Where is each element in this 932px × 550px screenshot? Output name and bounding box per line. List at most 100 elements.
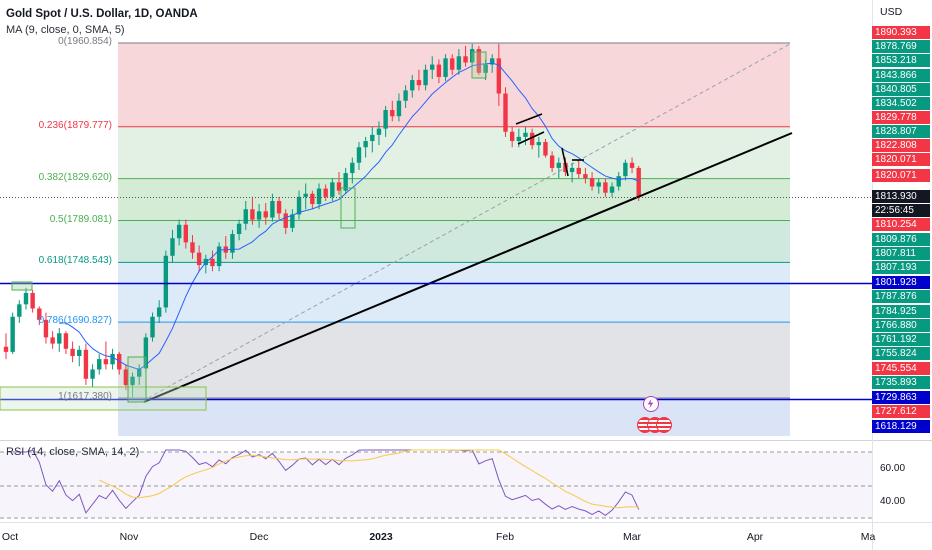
candle bbox=[596, 178, 601, 194]
candle bbox=[556, 157, 561, 179]
upper-trendline-dashed[interactable] bbox=[147, 43, 791, 399]
candle bbox=[636, 165, 641, 201]
highlight-box-nov[interactable] bbox=[127, 356, 147, 403]
price-tag[interactable]: 1766.880 bbox=[872, 319, 930, 332]
price-tag[interactable]: 1807.193 bbox=[872, 261, 930, 274]
candle bbox=[150, 312, 155, 342]
candle bbox=[623, 159, 628, 181]
candle bbox=[403, 85, 408, 108]
price-tag[interactable]: 1729.863 bbox=[872, 391, 930, 404]
fib-band bbox=[118, 126, 790, 179]
candle bbox=[37, 306, 42, 326]
candle bbox=[310, 190, 315, 210]
candle bbox=[416, 69, 422, 91]
price-tag[interactable]: 1761.192 bbox=[872, 333, 930, 346]
candle bbox=[97, 353, 102, 375]
lightning-icon[interactable] bbox=[643, 396, 659, 412]
candle bbox=[43, 312, 49, 344]
chart-title[interactable]: Gold Spot / U.S. Dollar, 1D, OANDA bbox=[6, 8, 198, 20]
flag-pattern-mid-feb[interactable] bbox=[561, 147, 584, 177]
highlight-box-dec[interactable] bbox=[340, 187, 356, 229]
candle bbox=[423, 64, 428, 91]
price-tag[interactable]: 1829.778 bbox=[872, 111, 930, 124]
candle bbox=[430, 56, 435, 80]
candle bbox=[236, 219, 242, 241]
price-tag[interactable]: 1853.218 bbox=[872, 54, 930, 67]
candle bbox=[117, 351, 122, 375]
price-tag[interactable]: 1813.930 bbox=[872, 190, 930, 203]
fib-band bbox=[118, 43, 790, 127]
candle bbox=[283, 209, 288, 235]
candle bbox=[443, 54, 448, 82]
candle bbox=[263, 203, 268, 225]
candle bbox=[370, 126, 375, 153]
candle bbox=[296, 190, 302, 220]
price-tag[interactable]: 1755.824 bbox=[872, 347, 930, 360]
candle bbox=[270, 193, 275, 222]
candle bbox=[216, 242, 222, 272]
candle bbox=[17, 300, 22, 323]
rsi-pane bbox=[0, 449, 872, 519]
fib-level-label: 0.236(1879.777) bbox=[38, 119, 112, 131]
candle bbox=[476, 45, 482, 75]
fib-band bbox=[118, 398, 790, 436]
candle bbox=[70, 341, 75, 363]
price-tag[interactable]: 1820.071 bbox=[872, 169, 930, 182]
support-trendline[interactable] bbox=[143, 132, 793, 403]
price-tag[interactable]: 1801.928 bbox=[872, 276, 930, 289]
candle bbox=[450, 54, 455, 75]
price-tag[interactable]: 1878.769 bbox=[872, 40, 930, 53]
candle bbox=[230, 229, 235, 259]
highlight-box-oct[interactable] bbox=[11, 281, 33, 291]
price-tag[interactable]: 1840.805 bbox=[872, 83, 930, 96]
price-tag[interactable]: 1822.808 bbox=[872, 139, 930, 152]
flag-pattern-feb[interactable] bbox=[515, 113, 545, 145]
candle bbox=[210, 250, 215, 272]
price-tag[interactable]: 1618.129 bbox=[872, 420, 930, 433]
candle bbox=[503, 87, 508, 137]
ma-indicator-label[interactable]: MA (9, close, 0, SMA, 5) bbox=[6, 24, 125, 36]
price-tag[interactable]: 1810.254 bbox=[872, 218, 930, 231]
price-tag[interactable]: 1834.502 bbox=[872, 97, 930, 110]
candle bbox=[50, 331, 55, 349]
candle bbox=[549, 151, 555, 173]
us-flag-icon[interactable] bbox=[656, 417, 672, 433]
candle bbox=[183, 219, 189, 249]
time-axis-label: Feb bbox=[495, 531, 515, 543]
time-axis-label: Apr bbox=[746, 531, 764, 543]
fib-level-label: 1(1617.380) bbox=[58, 391, 112, 402]
candle bbox=[303, 183, 308, 210]
fib-level-label: 0(1960.854) bbox=[58, 36, 112, 47]
price-tag[interactable]: 1890.393 bbox=[872, 26, 930, 39]
candle bbox=[23, 287, 29, 310]
candle bbox=[390, 100, 395, 122]
price-tag[interactable]: 1727.612 bbox=[872, 405, 930, 418]
candle bbox=[130, 372, 135, 398]
price-tag[interactable]: 1843.866 bbox=[872, 69, 930, 82]
candle bbox=[529, 128, 535, 150]
price-tag[interactable]: 1745.554 bbox=[872, 362, 930, 375]
currency-label[interactable]: USD bbox=[880, 6, 903, 18]
price-tag[interactable]: 1809.876 bbox=[872, 233, 930, 246]
candle bbox=[123, 364, 129, 391]
price-tag[interactable]: 1828.807 bbox=[872, 125, 930, 138]
highlight-box-jan[interactable] bbox=[471, 51, 487, 79]
fib-level-label: 0.786(1690.827) bbox=[38, 315, 112, 327]
price-tag[interactable]: 1787.876 bbox=[872, 290, 930, 303]
candle bbox=[30, 289, 35, 313]
fib-band bbox=[118, 220, 790, 263]
candle bbox=[629, 157, 635, 174]
price-tag[interactable]: 22:56:45 bbox=[872, 204, 930, 217]
candle bbox=[543, 138, 548, 158]
price-tag[interactable]: 1820.071 bbox=[872, 153, 930, 166]
fib-band bbox=[118, 178, 790, 221]
price-tag[interactable]: 1807.811 bbox=[872, 247, 930, 260]
time-axis-label: Oct bbox=[1, 531, 19, 543]
rsi-indicator-label[interactable]: RSI (14, close, SMA, 14, 2) bbox=[6, 446, 140, 458]
candle bbox=[3, 333, 9, 360]
fib-level-label: 0.618(1748.543) bbox=[38, 255, 112, 267]
price-tag[interactable]: 1735.893 bbox=[872, 376, 930, 389]
price-tag[interactable]: 1784.925 bbox=[872, 305, 930, 318]
highlight-box-left[interactable] bbox=[0, 386, 207, 411]
